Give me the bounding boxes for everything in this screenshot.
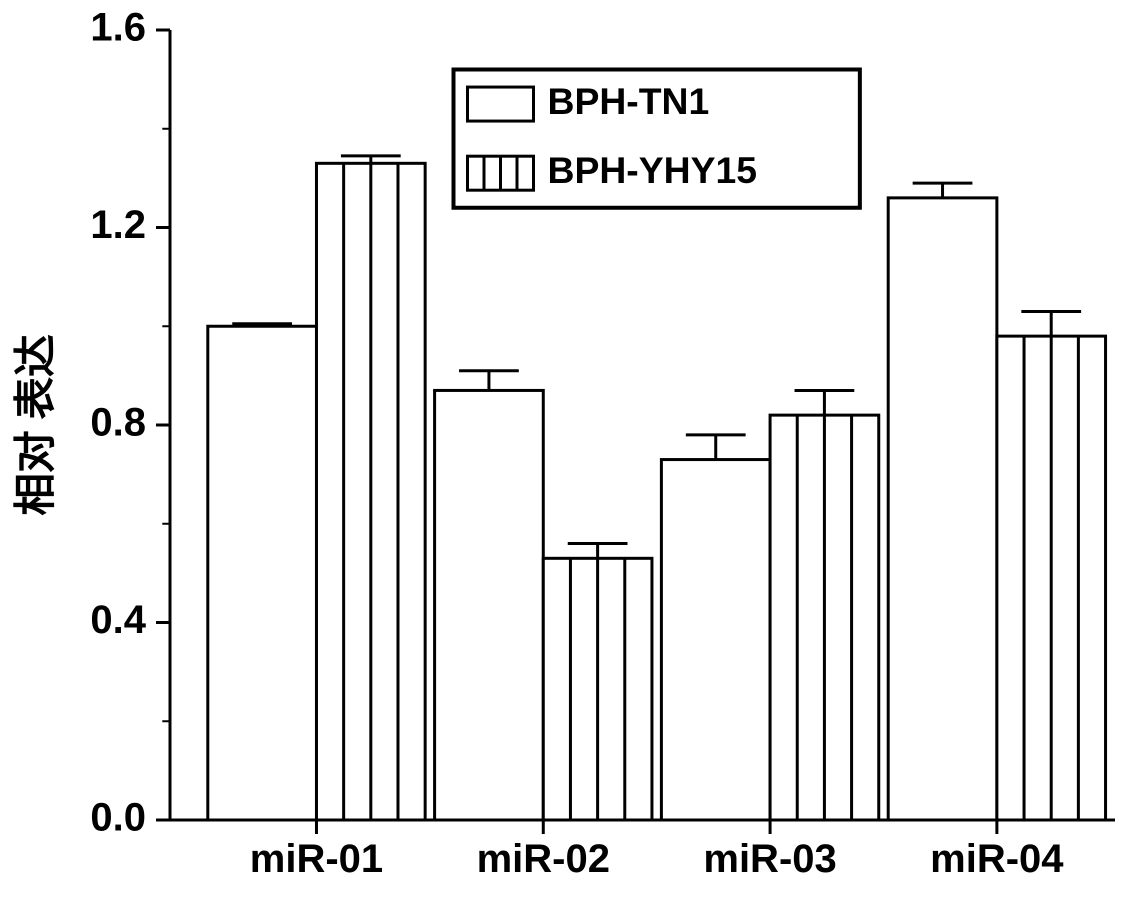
legend-label: BPH-TN1 — [548, 80, 710, 122]
legend-swatch — [468, 87, 534, 121]
y-tick-label: 0.4 — [90, 598, 146, 642]
x-tick-label: miR-01 — [250, 837, 383, 881]
y-tick-label: 0.0 — [90, 796, 146, 840]
bar-BPH-TN1 — [888, 183, 997, 820]
x-tick-label: miR-03 — [703, 837, 836, 881]
bar-BPH-YHY15 — [997, 311, 1106, 820]
bar-rect — [888, 198, 997, 820]
bar-rect — [661, 460, 770, 820]
bar-BPH-YHY15 — [770, 390, 879, 820]
x-tick-label: miR-02 — [477, 837, 610, 881]
bar-BPH-YHY15 — [543, 544, 652, 821]
bar-BPH-TN1 — [208, 324, 317, 820]
legend-label: BPH-YHY15 — [548, 149, 758, 191]
bar-BPH-TN1 — [435, 371, 544, 820]
bar-rect — [435, 390, 544, 820]
chart-svg: 0.0 0.4 0.8 1.2 1.6 相对 表达 miR-01 miR-02 miR-03 mi… — [0, 0, 1145, 911]
y-tick-label: 0.8 — [90, 401, 146, 445]
bar-BPH-TN1 — [661, 435, 770, 820]
y-tick-label: 1.6 — [90, 6, 146, 50]
x-tick-label: miR-04 — [930, 837, 1064, 881]
y-tick-label: 1.2 — [90, 203, 146, 247]
bar-BPH-YHY15 — [316, 156, 425, 820]
bar-chart: 0.0 0.4 0.8 1.2 1.6 相对 表达 miR-01 miR-02 miR-03 mi… — [0, 0, 1145, 911]
y-axis-label: 相对 表达 — [12, 334, 60, 516]
legend: BPH-TN1 BPH-YHY15 — [454, 70, 860, 208]
bar-rect — [208, 326, 317, 820]
